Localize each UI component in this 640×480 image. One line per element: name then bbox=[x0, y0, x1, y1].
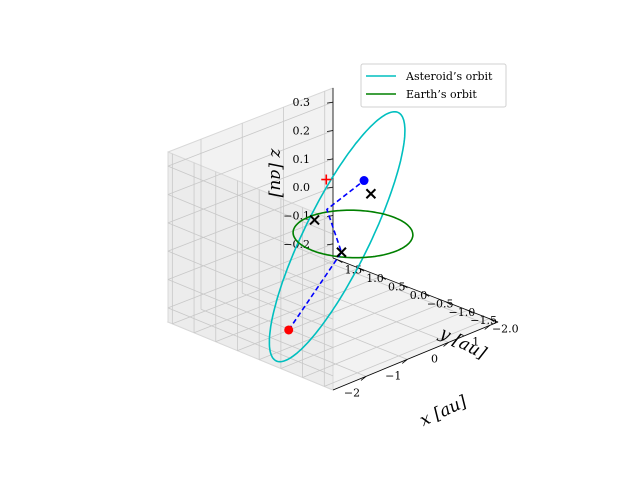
plot-area bbox=[268, 111, 414, 363]
legend-frame bbox=[360, 63, 507, 108]
asteroid-orbit-line bbox=[268, 111, 406, 363]
y-tick-label: 1.0 bbox=[366, 272, 384, 285]
y-tick-mark bbox=[423, 293, 430, 297]
marker-x bbox=[309, 214, 320, 226]
legend: Asteroid’s orbit Earth’s orbit bbox=[360, 63, 507, 108]
grid-x-floor bbox=[283, 276, 449, 343]
x-tick-label: 0 bbox=[431, 352, 438, 365]
marker-dot bbox=[284, 325, 294, 335]
z-tick-mark bbox=[326, 101, 334, 104]
grid-y-floor bbox=[280, 301, 447, 369]
marker-x-b bbox=[365, 188, 377, 199]
grid-y-floor bbox=[172, 259, 338, 325]
z-tick-label: 0.3 bbox=[293, 96, 311, 109]
y-tick-label: 0.5 bbox=[388, 281, 406, 294]
y-tick-label: −1.5 bbox=[470, 314, 497, 327]
y-tick-label: −1.0 bbox=[449, 306, 476, 319]
marker-x bbox=[365, 188, 377, 199]
z-tick-label: 0.2 bbox=[293, 125, 311, 138]
grid-x-floor bbox=[242, 292, 408, 360]
marker-dot bbox=[359, 176, 369, 186]
y-tick-label: −0.5 bbox=[427, 297, 454, 310]
x-tick-label: 1 bbox=[472, 335, 479, 348]
grid-z-left bbox=[167, 243, 334, 309]
grid-x-floor bbox=[200, 308, 367, 377]
x-tick-mark bbox=[402, 359, 408, 364]
z-tick-mark bbox=[326, 130, 334, 132]
x-tick-label: −2 bbox=[344, 386, 360, 399]
grid-z-right bbox=[167, 165, 334, 235]
x-tick-mark bbox=[360, 376, 367, 381]
z-tick-mark bbox=[326, 215, 334, 217]
grid-y-floor bbox=[237, 284, 403, 352]
grid-z-right bbox=[167, 250, 334, 320]
y-tick-mark bbox=[445, 301, 452, 306]
z-tick-label: 0.0 bbox=[293, 181, 311, 194]
grid-z-left bbox=[167, 130, 334, 195]
z-tick-mark bbox=[326, 243, 334, 246]
y-tick-mark bbox=[489, 318, 495, 322]
y-tick-mark bbox=[358, 267, 365, 272]
marker-x-b bbox=[309, 214, 320, 226]
x-tick-mark bbox=[443, 342, 449, 347]
grid-z-left bbox=[167, 101, 334, 167]
x-tick-mark bbox=[484, 325, 490, 330]
earth-orbit-line bbox=[292, 209, 414, 259]
x-axis-line bbox=[332, 321, 499, 391]
y-tick-mark bbox=[380, 276, 386, 280]
x-tick-label: −1 bbox=[385, 369, 401, 382]
grid-y-floor bbox=[259, 292, 425, 360]
z-tick-mark bbox=[326, 158, 334, 161]
grid-z-right bbox=[167, 222, 334, 292]
grid-x-floor bbox=[324, 260, 490, 326]
x-axis-label: x [au] bbox=[417, 392, 471, 431]
y-tick-label: 0.0 bbox=[410, 289, 428, 302]
marker-x-b bbox=[336, 247, 347, 258]
transfer-trajectory bbox=[288, 179, 365, 331]
y-tick-mark bbox=[402, 284, 408, 289]
grid-z-right bbox=[167, 279, 334, 348]
grid-y-floor bbox=[302, 309, 468, 378]
grid-y-floor bbox=[215, 276, 381, 343]
marker-plus bbox=[321, 174, 332, 185]
grid-z-left bbox=[167, 186, 334, 252]
grid-z-right bbox=[167, 307, 334, 377]
z-axis-label: z [au] bbox=[266, 148, 286, 198]
grid-y-floor bbox=[324, 318, 490, 387]
legend-label-earth: Earth’s orbit bbox=[406, 88, 477, 101]
axis-grid bbox=[167, 91, 490, 387]
legend-label-asteroid: Asteroid’s orbit bbox=[405, 70, 493, 83]
y-tick-label: −2.0 bbox=[492, 323, 519, 336]
y-tick-mark bbox=[467, 309, 473, 314]
grid-z-left bbox=[167, 158, 334, 224]
marker-x bbox=[336, 247, 347, 258]
y-tick-mark bbox=[337, 259, 343, 264]
z-tick-mark bbox=[326, 186, 334, 189]
z-tick-label: −0.1 bbox=[283, 210, 310, 223]
grid-z-right bbox=[167, 194, 334, 263]
z-tick-label: 0.1 bbox=[293, 153, 311, 166]
